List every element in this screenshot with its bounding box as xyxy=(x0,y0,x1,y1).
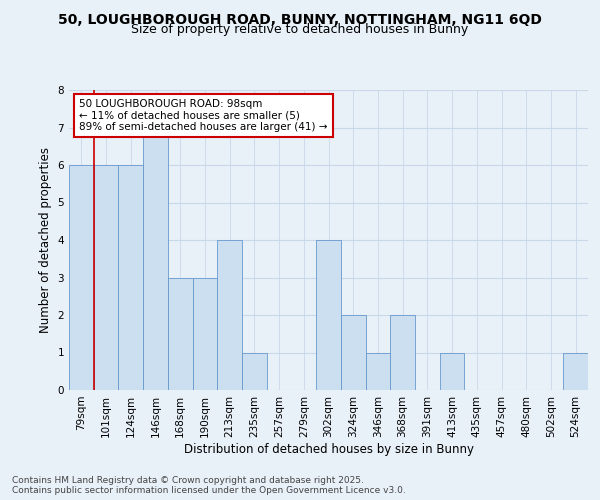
Y-axis label: Number of detached properties: Number of detached properties xyxy=(39,147,52,333)
Bar xyxy=(563,352,588,390)
Bar xyxy=(94,165,118,390)
Bar xyxy=(341,315,365,390)
Text: Size of property relative to detached houses in Bunny: Size of property relative to detached ho… xyxy=(131,24,469,36)
Bar xyxy=(168,278,193,390)
Bar xyxy=(217,240,242,390)
X-axis label: Distribution of detached houses by size in Bunny: Distribution of detached houses by size … xyxy=(184,442,473,456)
Bar xyxy=(390,315,415,390)
Text: 50 LOUGHBOROUGH ROAD: 98sqm
← 11% of detached houses are smaller (5)
89% of semi: 50 LOUGHBOROUGH ROAD: 98sqm ← 11% of det… xyxy=(79,99,328,132)
Bar xyxy=(69,165,94,390)
Text: 50, LOUGHBOROUGH ROAD, BUNNY, NOTTINGHAM, NG11 6QD: 50, LOUGHBOROUGH ROAD, BUNNY, NOTTINGHAM… xyxy=(58,12,542,26)
Bar xyxy=(143,128,168,390)
Text: Contains HM Land Registry data © Crown copyright and database right 2025.
Contai: Contains HM Land Registry data © Crown c… xyxy=(12,476,406,495)
Bar xyxy=(316,240,341,390)
Bar xyxy=(365,352,390,390)
Bar xyxy=(242,352,267,390)
Bar xyxy=(440,352,464,390)
Bar xyxy=(118,165,143,390)
Bar xyxy=(193,278,217,390)
